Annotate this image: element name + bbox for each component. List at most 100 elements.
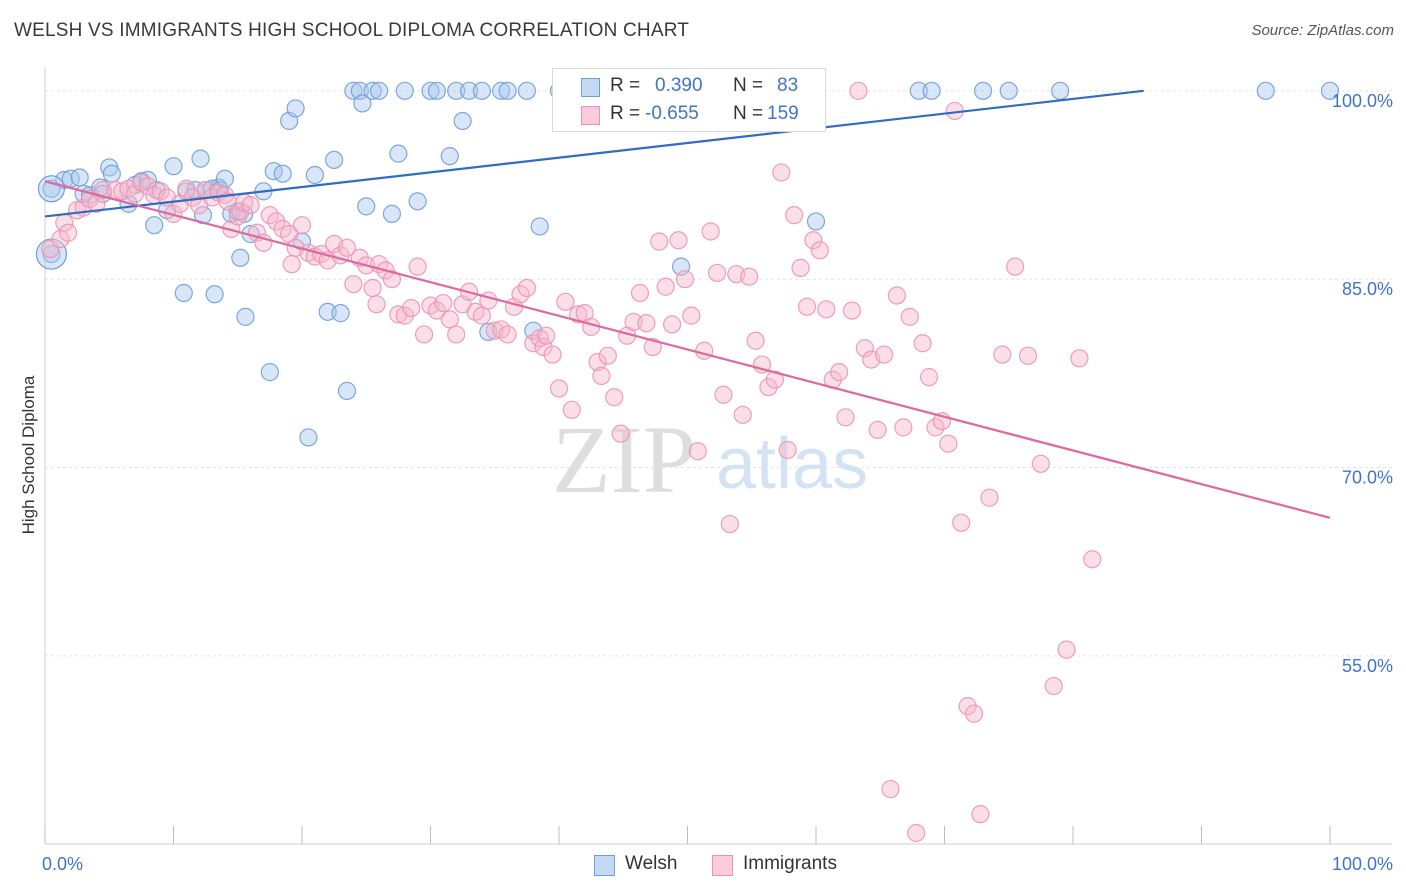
welsh-point xyxy=(236,307,255,326)
welsh-point xyxy=(459,81,479,100)
immigrants-point xyxy=(707,263,727,283)
immigrants-point xyxy=(344,275,363,294)
immigrants-point xyxy=(746,331,765,350)
immigrants-point xyxy=(1083,550,1102,569)
welsh-point xyxy=(1256,81,1275,100)
immigrants-points xyxy=(41,81,1102,843)
immigrants-point xyxy=(643,337,662,357)
welsh-point xyxy=(973,81,993,100)
welsh-legend-swatch xyxy=(594,855,615,876)
immigrants-point xyxy=(367,295,386,314)
immigrants-point xyxy=(980,488,999,507)
immigrants-point xyxy=(1031,454,1050,473)
immigrants-r-value: -0.655 xyxy=(645,103,699,124)
immigrants-point xyxy=(562,400,581,419)
welsh-point xyxy=(70,168,89,187)
immigrants-point xyxy=(682,306,701,325)
welsh-r-value: 0.390 xyxy=(655,75,703,96)
immigrants-point xyxy=(402,298,421,318)
y-tick-label: 55.0% xyxy=(1342,656,1393,676)
immigrants-point xyxy=(855,339,874,358)
immigrants-point xyxy=(804,231,823,250)
welsh-point xyxy=(909,81,928,100)
immigrants-n-value: 159 xyxy=(767,103,799,124)
immigrants-point xyxy=(1070,349,1089,368)
immigrants-legend-swatch xyxy=(712,855,733,876)
immigrants-point xyxy=(842,301,862,320)
immigrants-point xyxy=(440,310,459,329)
immigrants-point xyxy=(919,368,939,387)
welsh-point xyxy=(145,216,164,235)
immigrants-point xyxy=(1006,257,1025,276)
y-tick-label: 70.0% xyxy=(1342,468,1393,488)
welsh-point xyxy=(325,150,344,170)
welsh-point xyxy=(174,283,193,303)
immigrants-point xyxy=(106,180,125,200)
immigrants-point xyxy=(447,325,466,344)
immigrants-point xyxy=(292,216,312,235)
immigrants-point xyxy=(952,513,971,532)
series-legend: Welsh Immigrants xyxy=(0,852,1406,878)
welsh-legend-label: Welsh xyxy=(625,853,678,874)
immigrants-point xyxy=(830,363,849,382)
legend-row-welsh: R = 0.390 N = 83 xyxy=(553,71,825,101)
x-tick-labels: 0.0% 100.0% xyxy=(42,854,1393,874)
immigrants-point xyxy=(797,297,817,316)
x-tick-label-max: 100.0% xyxy=(1332,854,1393,874)
immigrants-point xyxy=(778,440,797,460)
immigrants-point xyxy=(939,434,958,453)
welsh-point xyxy=(492,81,511,100)
welsh-point xyxy=(331,304,350,323)
immigrants-point xyxy=(549,379,569,398)
welsh-point xyxy=(273,164,292,183)
immigrants-point xyxy=(675,270,695,289)
welsh-point xyxy=(922,81,941,100)
welsh-swatch xyxy=(581,78,600,97)
immigrants-point xyxy=(765,370,784,389)
immigrants-point xyxy=(1044,676,1063,696)
welsh-point xyxy=(370,81,389,100)
immigrants-point xyxy=(637,314,656,333)
welsh-point xyxy=(231,248,250,267)
y-tick-label: 85.0% xyxy=(1342,279,1393,299)
legend-row-immigrants: R = -0.655 N = 159 xyxy=(553,99,825,129)
welsh-point xyxy=(382,204,402,223)
immigrants-point xyxy=(695,341,714,360)
immigrants-point xyxy=(958,697,977,716)
immigrants-point xyxy=(881,779,900,799)
immigrants-point xyxy=(408,257,427,276)
welsh-point xyxy=(498,81,517,100)
immigrants-point xyxy=(733,405,752,424)
immigrants-point xyxy=(588,352,607,372)
welsh-point xyxy=(286,99,305,118)
immigrants-point xyxy=(875,345,894,364)
immigrants-point xyxy=(382,270,402,289)
x-axis xyxy=(44,67,1392,845)
immigrants-point xyxy=(598,346,617,365)
immigrants-point xyxy=(662,315,682,334)
immigrants-point xyxy=(907,823,926,843)
immigrants-point xyxy=(849,81,868,100)
immigrants-point xyxy=(363,278,382,298)
welsh-point xyxy=(395,81,414,100)
immigrants-point xyxy=(817,300,836,319)
welsh-point xyxy=(530,217,549,236)
welsh-point xyxy=(1051,81,1070,100)
welsh-point xyxy=(453,111,472,131)
immigrants-swatch xyxy=(581,106,600,125)
immigrants-point xyxy=(701,222,720,241)
immigrants-point xyxy=(427,301,447,320)
welsh-point xyxy=(472,81,491,100)
welsh-point xyxy=(191,149,210,168)
immigrants-point xyxy=(669,231,688,250)
immigrants-point xyxy=(971,805,990,824)
immigrants-point xyxy=(791,258,810,277)
immigrants-point xyxy=(630,283,650,303)
immigrants-point xyxy=(894,418,913,437)
welsh-point xyxy=(305,165,324,185)
welsh-r-label: R = xyxy=(610,75,641,96)
immigrants-point xyxy=(592,366,611,385)
immigrants-point xyxy=(605,388,624,407)
immigrants-point xyxy=(556,292,575,311)
